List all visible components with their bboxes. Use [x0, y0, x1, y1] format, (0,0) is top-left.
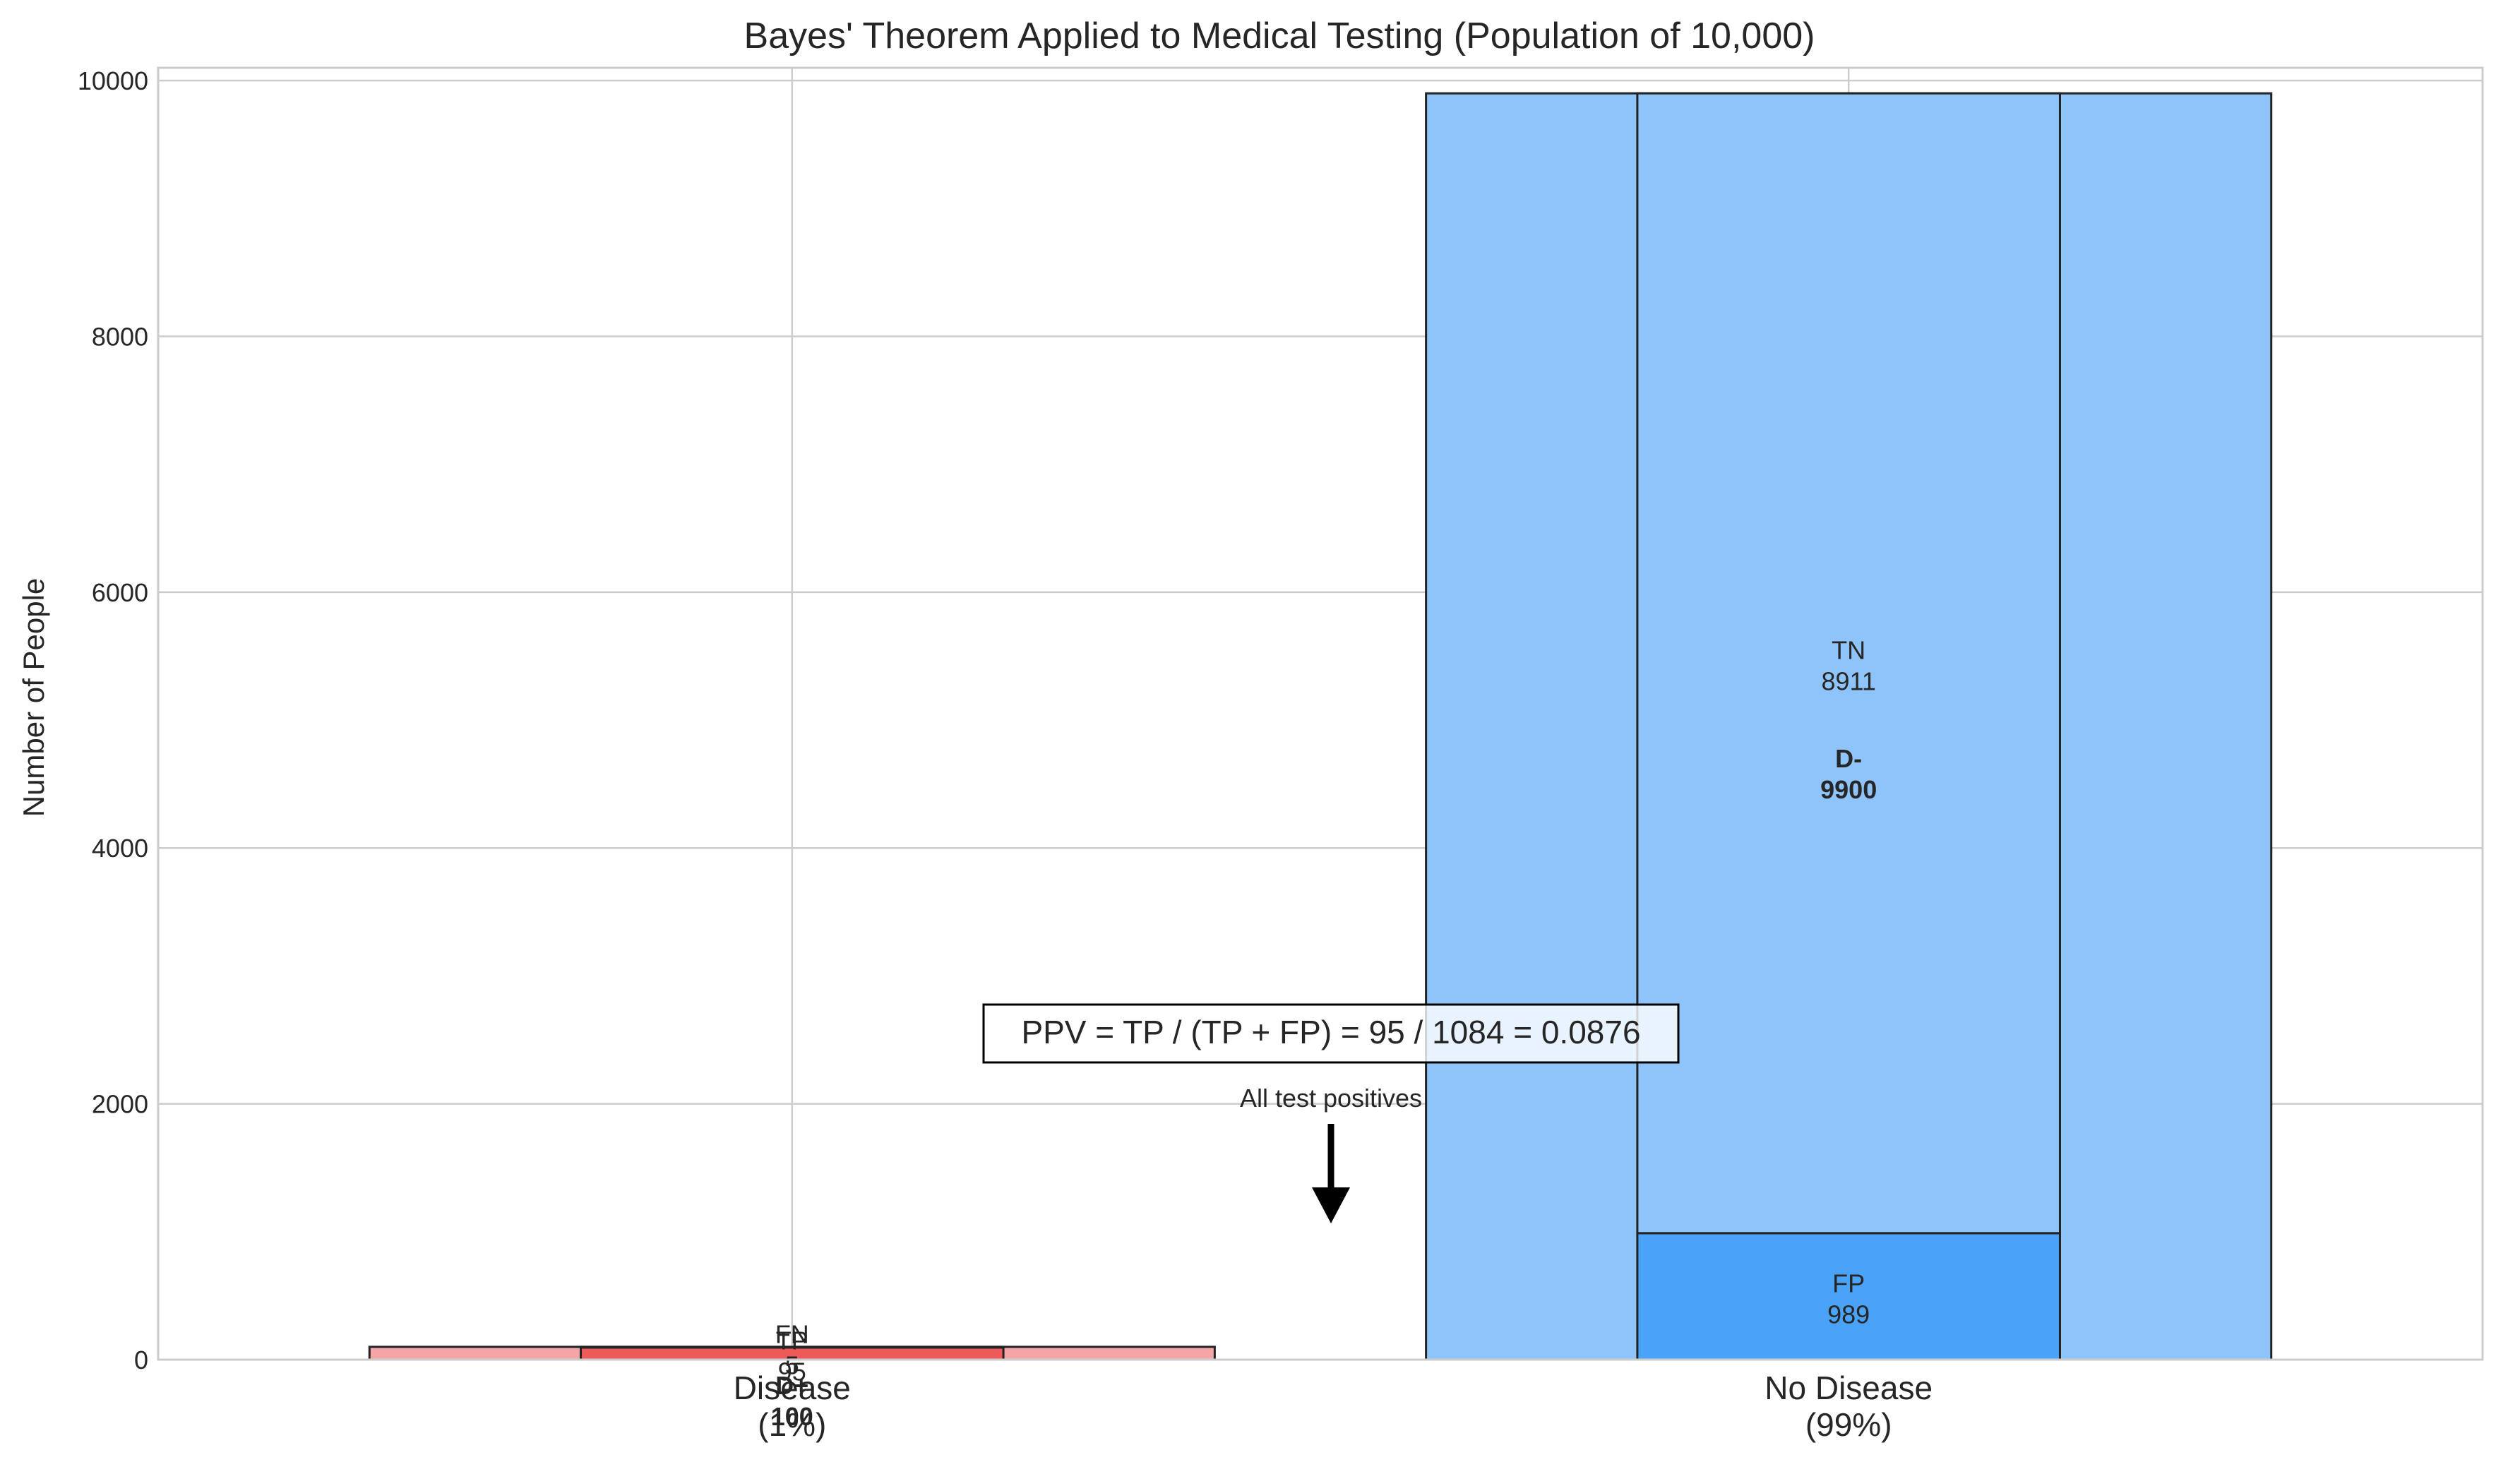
- data-label: TN: [1832, 636, 1865, 665]
- y-axis-label: Number of People: [17, 578, 50, 817]
- x-category-label: (1%): [758, 1406, 826, 1443]
- data-label: 8911: [1821, 667, 1875, 696]
- bar-TN: [1636, 92, 2061, 1235]
- y-tick-label: 10000: [78, 66, 148, 95]
- y-tick-label: 6000: [92, 578, 148, 607]
- data-label: FP: [1832, 1269, 1865, 1298]
- ppv-formula-frame: [982, 1003, 1680, 1064]
- bar-FN: [580, 1346, 1005, 1349]
- y-tick-label: 8000: [92, 322, 148, 351]
- ppv-formula-text: PPV = TP / (TP + FP) = 95 / 1084 = 0.087…: [1021, 1014, 1640, 1050]
- y-tick-label: 2000: [92, 1090, 148, 1119]
- ppv-formula-box: PPV = TP / (TP + FP) = 95 / 1084 = 0.087…: [982, 1003, 1680, 1064]
- down-arrow-icon: [1312, 1124, 1350, 1223]
- x-category-label: Disease: [734, 1370, 851, 1406]
- data-label: 989: [1827, 1300, 1870, 1329]
- data-label: D-: [1835, 744, 1862, 773]
- data-label: TP: [776, 1326, 808, 1355]
- x-category-label: (99%): [1805, 1406, 1892, 1443]
- data-label: 95: [778, 1357, 806, 1386]
- chart-title: Bayes' Theorem Applied to Medical Testin…: [744, 16, 1815, 56]
- y-tick-label: 0: [134, 1346, 148, 1374]
- data-label: D+: [775, 1371, 808, 1400]
- data-label: 100: [771, 1402, 813, 1431]
- plot-frame: [157, 66, 2484, 1361]
- y-tick-label: 4000: [92, 834, 148, 863]
- x-category-label: No Disease: [1764, 1370, 1933, 1406]
- data-label: 5: [785, 1350, 799, 1379]
- axes-layer: 0 2000 4000 6000 8000 10000 Disease(1%) No Dise…: [78, 66, 2484, 1443]
- arrow-label: All test positives: [1240, 1084, 1422, 1113]
- data-label: FN: [775, 1319, 809, 1348]
- data-label: 9900: [1820, 775, 1877, 804]
